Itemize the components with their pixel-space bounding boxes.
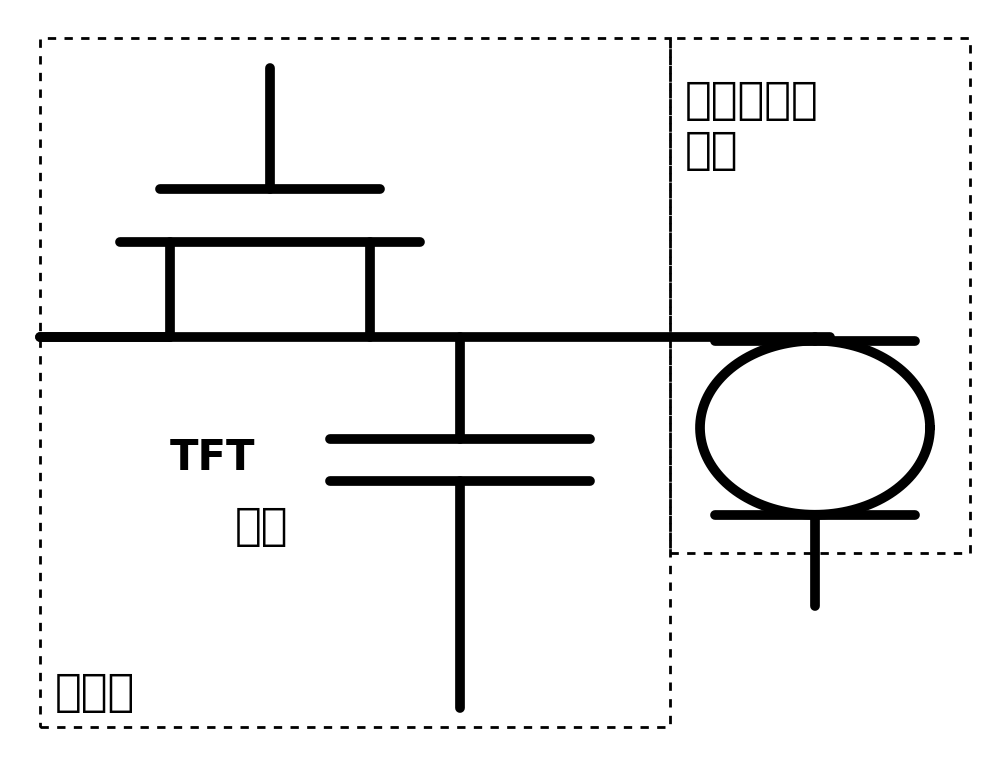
Bar: [40, 38, 670, 727]
Text: TFT: TFT: [170, 437, 256, 479]
Text: 控制区: 控制区: [55, 671, 135, 714]
Text: 电容: 电容: [235, 505, 288, 547]
Text: 微流体通道
器件: 微流体通道 器件: [685, 79, 819, 173]
Bar: [670, 38, 970, 553]
